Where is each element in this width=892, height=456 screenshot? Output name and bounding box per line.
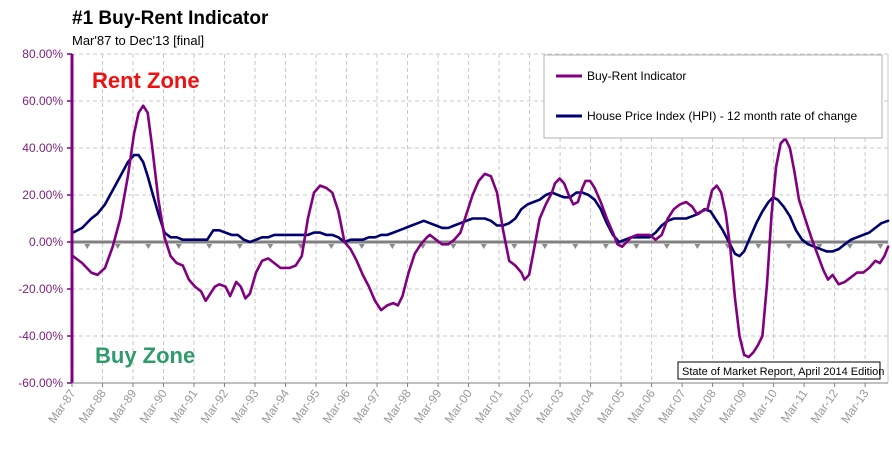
y-tick-label: 80.00% <box>22 47 63 61</box>
y-tick-label: -60.00% <box>18 376 63 390</box>
zero-marker <box>572 244 579 249</box>
hpi-line <box>71 153 890 258</box>
x-tick-label: Mar-97 <box>350 386 383 425</box>
zero-marker <box>236 244 243 249</box>
legend-label-hpi: House Price Index (HPI) - 12 month rate … <box>587 109 857 123</box>
source-note: State of Market Report, April 2014 Editi… <box>677 361 884 380</box>
zero-marker <box>511 244 518 249</box>
x-tick-label: Mar-07 <box>655 386 688 425</box>
zero-marker <box>328 244 335 249</box>
x-tick-label: Mar-89 <box>106 386 139 425</box>
x-tick-label: Mar-00 <box>442 386 475 425</box>
x-tick-label: Mar-99 <box>411 386 444 425</box>
x-tick-label: Mar-90 <box>137 386 170 425</box>
zero-marker <box>389 244 396 249</box>
zero-marker <box>175 244 182 249</box>
y-tick-label: 60.00% <box>22 94 63 108</box>
x-tick-label: Mar-13 <box>838 386 871 425</box>
x-tick-label: Mar-03 <box>533 386 566 425</box>
buy-rent-indicator-line <box>71 104 890 359</box>
zero-marker <box>358 244 365 249</box>
zero-marker <box>785 244 792 249</box>
x-tick-label: Mar-93 <box>228 386 261 425</box>
x-tick-label: Mar-95 <box>289 386 322 425</box>
x-tick-label: Mar-88 <box>76 386 109 425</box>
zero-marker <box>602 244 609 249</box>
zero-marker <box>816 244 823 249</box>
zero-marker <box>114 244 121 249</box>
legend-label-buy-rent: Buy-Rent Indicator <box>587 69 686 83</box>
x-tick-label: Mar-10 <box>747 386 780 425</box>
zero-marker <box>84 244 91 249</box>
y-axis: 80.00% 60.00% 40.00% 20.00% 0.00% -20.00% -40.… <box>18 47 74 390</box>
x-tick-label: Mar-92 <box>198 386 231 425</box>
zero-marker <box>755 244 762 249</box>
source-label: State of Market Report, April 2014 Editi… <box>682 366 884 378</box>
legend: Buy-Rent Indicator House Price Index (HP… <box>543 54 883 139</box>
x-tick-label: Mar-12 <box>808 386 841 425</box>
x-tick-label: Mar-94 <box>259 386 292 425</box>
y-tick-label: 40.00% <box>22 141 63 155</box>
zero-marker <box>633 244 640 249</box>
zero-baseline <box>72 240 888 249</box>
y-tick-label: -20.00% <box>18 282 63 296</box>
chart-subtitle: Mar'87 to Dec'13 [final] <box>72 33 205 48</box>
x-tick-label: Mar-05 <box>594 386 627 425</box>
zero-marker <box>480 244 487 249</box>
x-tick-label: Mar-98 <box>381 386 414 425</box>
x-tick-label: Mar-91 <box>167 386 200 425</box>
series-layer <box>71 104 890 359</box>
x-tick-label: Mar-87 <box>45 386 78 425</box>
zero-marker <box>450 244 457 249</box>
x-tick-label: Mar-02 <box>503 386 536 425</box>
zero-marker <box>206 244 213 249</box>
x-tick-label: Mar-09 <box>716 386 749 425</box>
x-tick-label: Mar-01 <box>472 386 505 425</box>
x-tick-label: Mar-11 <box>778 386 811 425</box>
y-tick-label: 0.00% <box>29 235 63 249</box>
zero-marker <box>877 244 884 249</box>
zero-marker <box>145 244 152 249</box>
x-tick-label: Mar-08 <box>686 386 719 425</box>
x-tick-label: Mar-06 <box>625 386 658 425</box>
y-tick-label: -40.00% <box>18 329 63 343</box>
buy-zone-label: Buy Zone <box>95 343 195 368</box>
x-axis: Mar-87Mar-88Mar-89Mar-90Mar-91Mar-92Mar-… <box>45 382 888 426</box>
rent-zone-label: Rent Zone <box>92 68 200 93</box>
chart-title: #1 Buy-Rent Indicator <box>72 8 269 29</box>
legend-box <box>543 54 883 139</box>
zero-marker <box>541 244 548 249</box>
source-box <box>677 361 881 380</box>
zero-marker <box>846 244 853 249</box>
zero-marker <box>694 244 701 249</box>
y-tick-label: 20.00% <box>22 188 63 202</box>
zero-marker <box>267 244 274 249</box>
x-tick-label: Mar-04 <box>564 386 597 425</box>
x-tick-label: Mar-96 <box>320 386 353 425</box>
zero-marker <box>663 244 670 249</box>
